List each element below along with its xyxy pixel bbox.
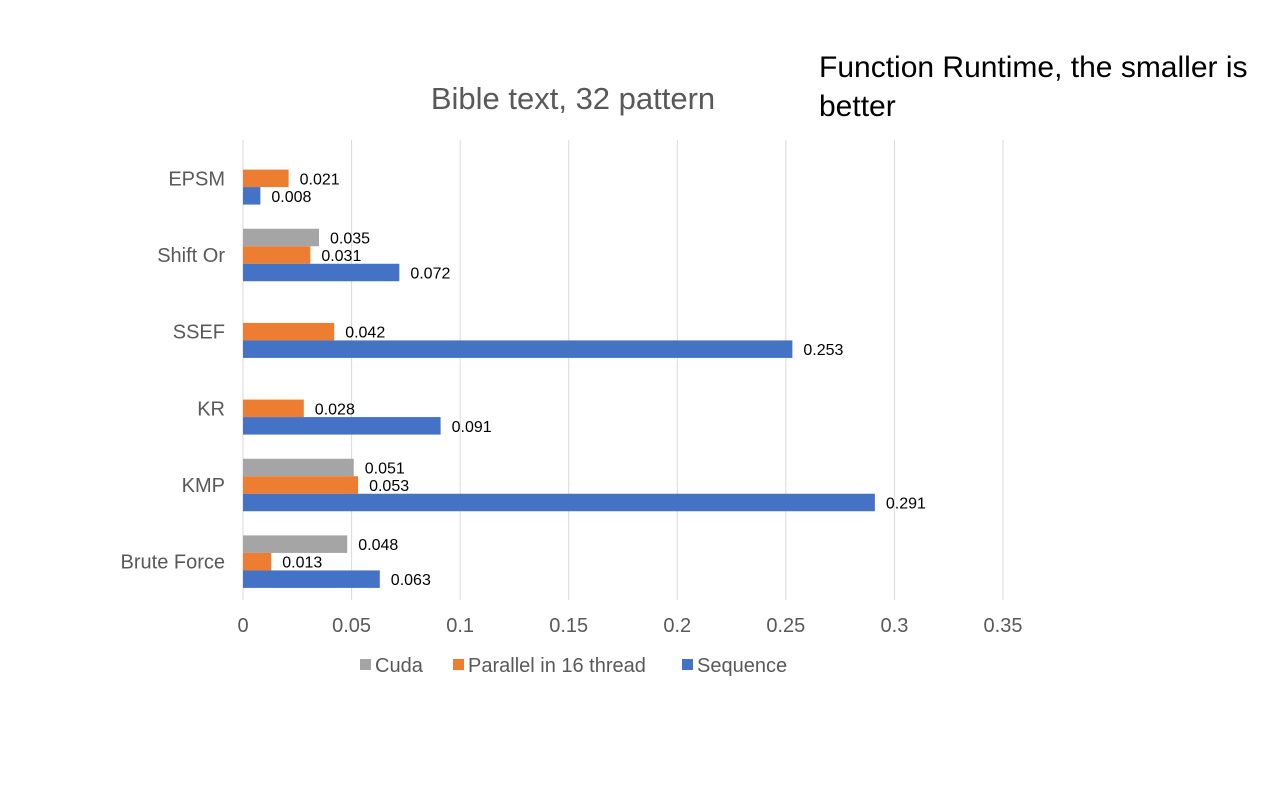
- bar: [243, 246, 311, 264]
- x-tick-label: 0.25: [766, 615, 805, 637]
- data-label: 0.253: [803, 342, 843, 359]
- data-label: 0.091: [452, 419, 492, 436]
- data-label: 0.072: [410, 266, 450, 283]
- legend-label: Cuda: [375, 655, 424, 677]
- bar: [243, 169, 289, 188]
- x-tick-label: 0: [237, 615, 248, 637]
- data-label: 0.008: [271, 189, 311, 206]
- category-label: Shift Or: [157, 245, 225, 267]
- bar: [243, 458, 354, 477]
- data-label: 0.291: [886, 496, 926, 513]
- data-label: 0.035: [330, 231, 370, 248]
- category-label: KR: [197, 398, 225, 420]
- bar: [243, 570, 380, 588]
- bar: [243, 476, 359, 494]
- data-label: 0.063: [391, 572, 431, 589]
- bar: [243, 493, 875, 512]
- data-label: 0.042: [345, 325, 385, 342]
- category-labels: EPSM Shift Or SSEF KR KMP Brute Force: [121, 168, 226, 573]
- legend-label: Sequence: [697, 655, 787, 677]
- category-label: KMP: [182, 475, 225, 497]
- bar: [243, 322, 335, 341]
- legend-swatch: [360, 659, 371, 670]
- data-label: 0.048: [358, 537, 398, 554]
- data-label: 0.053: [369, 478, 409, 495]
- x-tick-label: 0.05: [332, 615, 371, 637]
- data-label: 0.013: [282, 555, 322, 572]
- legend-swatch: [682, 659, 693, 670]
- legend-label: Parallel in 16 thread: [468, 655, 646, 677]
- bar: [243, 228, 319, 247]
- x-tick-label: 0.1: [446, 615, 474, 637]
- bar: [243, 187, 261, 205]
- chart-title: Bible text, 32 pattern: [431, 81, 715, 116]
- data-label: 0.021: [300, 171, 340, 188]
- x-tick-label: 0.35: [984, 615, 1023, 637]
- bar: [243, 417, 441, 435]
- gridlines: [242, 140, 1004, 600]
- x-tick-label: 0.3: [881, 615, 909, 637]
- category-label: EPSM: [168, 168, 225, 190]
- bar: [243, 399, 304, 418]
- data-label: 0.051: [365, 461, 405, 478]
- bar: [243, 263, 400, 282]
- category-label: Brute Force: [121, 552, 225, 574]
- legend: Cuda Parallel in 16 thread Sequence: [360, 655, 787, 677]
- legend-swatch: [453, 659, 464, 670]
- data-label: 0.031: [321, 248, 361, 265]
- x-tick-labels: 0 0.05 0.1 0.15 0.2 0.25 0.3 0.35: [237, 615, 1022, 637]
- x-tick-label: 0.2: [663, 615, 691, 637]
- data-label: 0.028: [315, 401, 355, 418]
- chart-annotation: Function Runtime, the smaller is better: [819, 51, 1248, 123]
- bar: [243, 340, 793, 358]
- category-label: SSEF: [173, 322, 225, 344]
- bar: [243, 535, 348, 553]
- bar: [243, 552, 272, 571]
- x-tick-label: 0.15: [549, 615, 588, 637]
